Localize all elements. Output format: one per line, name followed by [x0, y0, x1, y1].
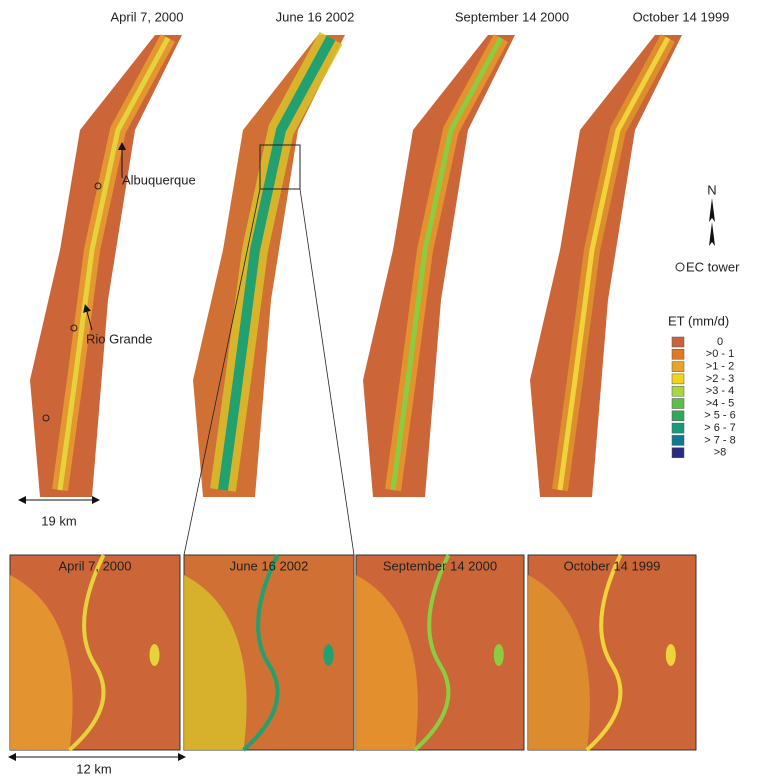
legend-swatch	[672, 399, 684, 409]
legend-label: >0 - 1	[706, 348, 734, 360]
panel-title: April 7, 2000	[59, 558, 132, 573]
legend-swatch	[672, 423, 684, 433]
legend-label: > 6 - 7	[704, 422, 736, 434]
ec-tower-symbol	[676, 263, 684, 271]
field	[150, 644, 160, 666]
image-strip	[363, 35, 515, 497]
panel-title: April 7, 2000	[111, 9, 184, 24]
legend-swatch	[672, 411, 684, 421]
legend-label: 0	[717, 336, 723, 348]
north-label: N	[707, 182, 716, 197]
legend-swatch	[672, 448, 684, 458]
panel-title: September 14 2000	[383, 558, 497, 573]
image-strip	[30, 35, 182, 497]
legend-swatch	[672, 349, 684, 359]
north-arrow	[709, 198, 715, 246]
image-strip	[530, 35, 682, 497]
scale-label: 19 km	[41, 513, 76, 528]
legend-label: > 5 - 6	[704, 410, 736, 422]
zoom-line	[300, 189, 354, 555]
legend-label: >8	[714, 447, 727, 459]
legend-swatch	[672, 435, 684, 445]
legend-label: >2 - 3	[706, 373, 734, 385]
field	[494, 644, 504, 666]
field	[324, 644, 334, 666]
panel-title: September 14 2000	[455, 9, 569, 24]
image-strip	[193, 35, 345, 497]
panel-title: October 14 1999	[564, 558, 661, 573]
legend-label: >1 - 2	[706, 361, 734, 373]
panel-title: October 14 1999	[633, 9, 730, 24]
scale-label: 12 km	[76, 761, 111, 776]
legend-swatch	[672, 374, 684, 384]
panel-title: June 16 2002	[230, 558, 309, 573]
field	[666, 644, 676, 666]
legend-label: > 7 - 8	[704, 434, 736, 446]
legend-title: ET (mm/d)	[668, 313, 729, 328]
legend-label: >4 - 5	[706, 397, 734, 409]
place-label: Albuquerque	[122, 172, 196, 187]
legend-label: >3 - 4	[706, 385, 734, 397]
figure: April 7, 2000 June 16 2002 September 14 20…	[0, 0, 759, 777]
legend-swatch	[672, 362, 684, 372]
legend-swatch	[672, 337, 684, 347]
legend-swatch	[672, 386, 684, 396]
ec-tower-label: EC tower	[686, 259, 740, 274]
panel-title: June 16 2002	[276, 9, 355, 24]
place-label: Rio Grande	[86, 331, 152, 346]
